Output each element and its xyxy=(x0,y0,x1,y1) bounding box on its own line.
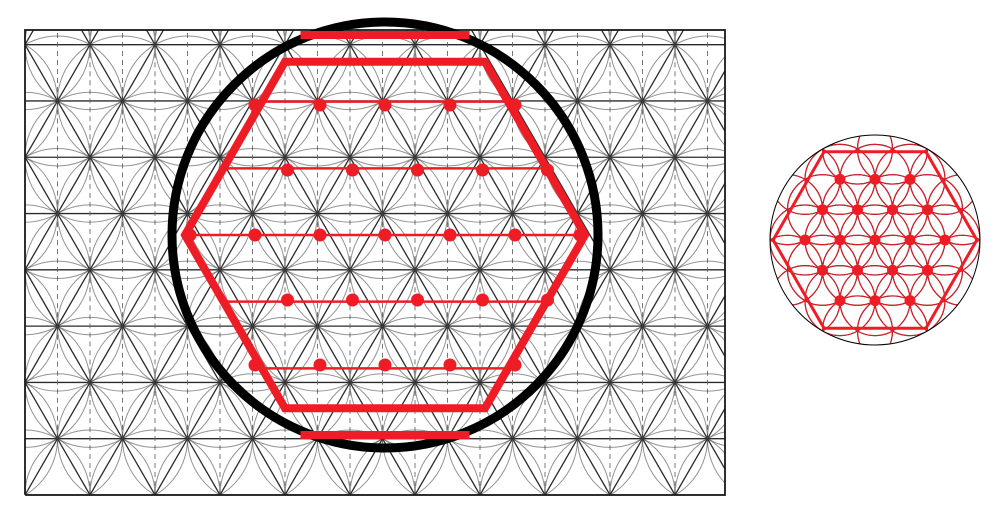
diagram-container xyxy=(0,0,998,520)
left-geometric-diagram xyxy=(0,0,750,520)
right-flower-of-life xyxy=(765,130,985,350)
